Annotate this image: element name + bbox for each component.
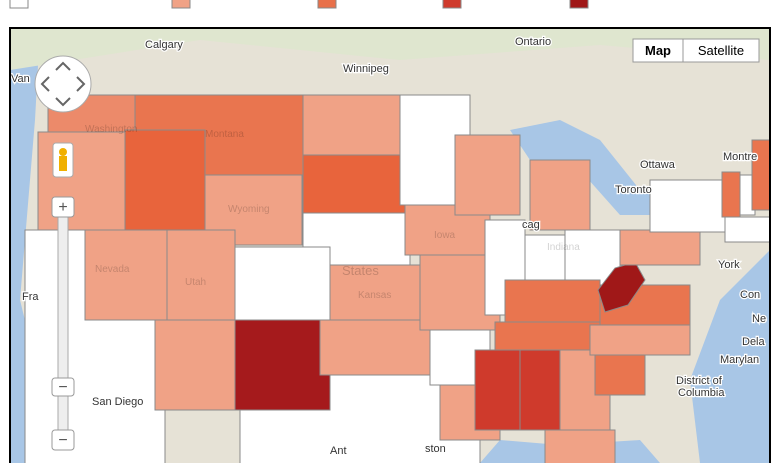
zoom-in-label: + <box>58 199 67 216</box>
state-name: Indiana <box>547 242 580 253</box>
state <box>544 429 616 463</box>
place-label: cag <box>522 219 540 231</box>
legend-swatch <box>442 0 462 9</box>
state-name: Kansas <box>358 290 391 301</box>
legend <box>9 0 589 9</box>
satellite-button-label: Satellite <box>698 43 744 58</box>
pan-arrows <box>40 61 86 107</box>
place-label: Montre <box>723 151 757 163</box>
legend-swatch <box>317 0 337 9</box>
state <box>154 319 236 411</box>
state <box>302 94 401 156</box>
place-label: Marylan <box>720 354 759 366</box>
state <box>529 159 591 231</box>
place-label: York <box>718 259 740 271</box>
zoom-out[interactable] <box>51 429 75 451</box>
state <box>234 246 331 321</box>
map-area: Washington Montana Wyoming Nevada Utah K… <box>11 29 770 463</box>
state <box>751 139 770 211</box>
state <box>597 261 646 313</box>
state <box>84 229 168 321</box>
place-label: Ant <box>330 445 347 457</box>
state-name: Montana <box>205 129 244 140</box>
state <box>494 321 601 351</box>
states <box>24 94 770 463</box>
state <box>504 279 601 323</box>
state <box>619 229 701 266</box>
map-button-label: Map <box>645 43 671 58</box>
zoom-handle-label: − <box>58 379 67 396</box>
great-lakes <box>510 120 690 215</box>
state <box>454 134 521 216</box>
state <box>166 229 236 321</box>
state <box>721 171 741 218</box>
place-label: Dela <box>742 336 766 348</box>
zoom-slider[interactable] <box>57 197 69 449</box>
place-label: District of <box>676 375 723 387</box>
place-label: Columbia <box>678 387 725 399</box>
state-name: Washington <box>85 124 137 135</box>
place-label: San Diego <box>92 396 143 408</box>
state-name: Utah <box>185 277 206 288</box>
state <box>649 179 726 233</box>
state <box>302 154 406 214</box>
state <box>474 349 521 431</box>
place-label: Winnipeg <box>343 63 389 75</box>
ocean <box>11 29 60 463</box>
state <box>329 264 421 321</box>
place-label: Con <box>740 289 760 301</box>
place-label: Calgary <box>145 39 183 51</box>
map-frame <box>9 27 771 463</box>
state <box>724 216 770 243</box>
state-name: States <box>342 263 379 278</box>
legend-swatch <box>569 0 589 9</box>
place-label: ston <box>425 443 446 455</box>
zoom-handle[interactable] <box>51 377 75 397</box>
state <box>519 349 561 431</box>
legend-swatch <box>171 0 191 9</box>
zoom-out-label: − <box>58 432 67 449</box>
place-label: Ne <box>752 313 766 325</box>
place-label: Toronto <box>615 184 652 196</box>
place-label: Ottawa <box>640 159 676 171</box>
state-name: Wyoming <box>228 204 270 215</box>
state <box>37 131 126 231</box>
pan-control[interactable] <box>34 55 92 113</box>
place-label: Fra <box>22 291 39 303</box>
canada <box>11 29 770 70</box>
zoom-in[interactable] <box>51 196 75 218</box>
state <box>594 354 646 396</box>
state <box>234 319 331 411</box>
state-name: Iowa <box>434 230 456 241</box>
place-label: Ontario <box>515 36 551 48</box>
state-name: Nevada <box>95 264 130 275</box>
satellite-button[interactable] <box>682 38 760 63</box>
place-label: Van <box>11 73 30 85</box>
pan-button[interactable] <box>34 55 92 113</box>
ocean <box>690 250 770 463</box>
state <box>319 319 431 376</box>
state <box>589 324 691 356</box>
state <box>124 129 206 231</box>
legend-swatch <box>9 0 29 9</box>
pegman-icon <box>59 148 67 156</box>
pegman-icon <box>59 156 67 171</box>
